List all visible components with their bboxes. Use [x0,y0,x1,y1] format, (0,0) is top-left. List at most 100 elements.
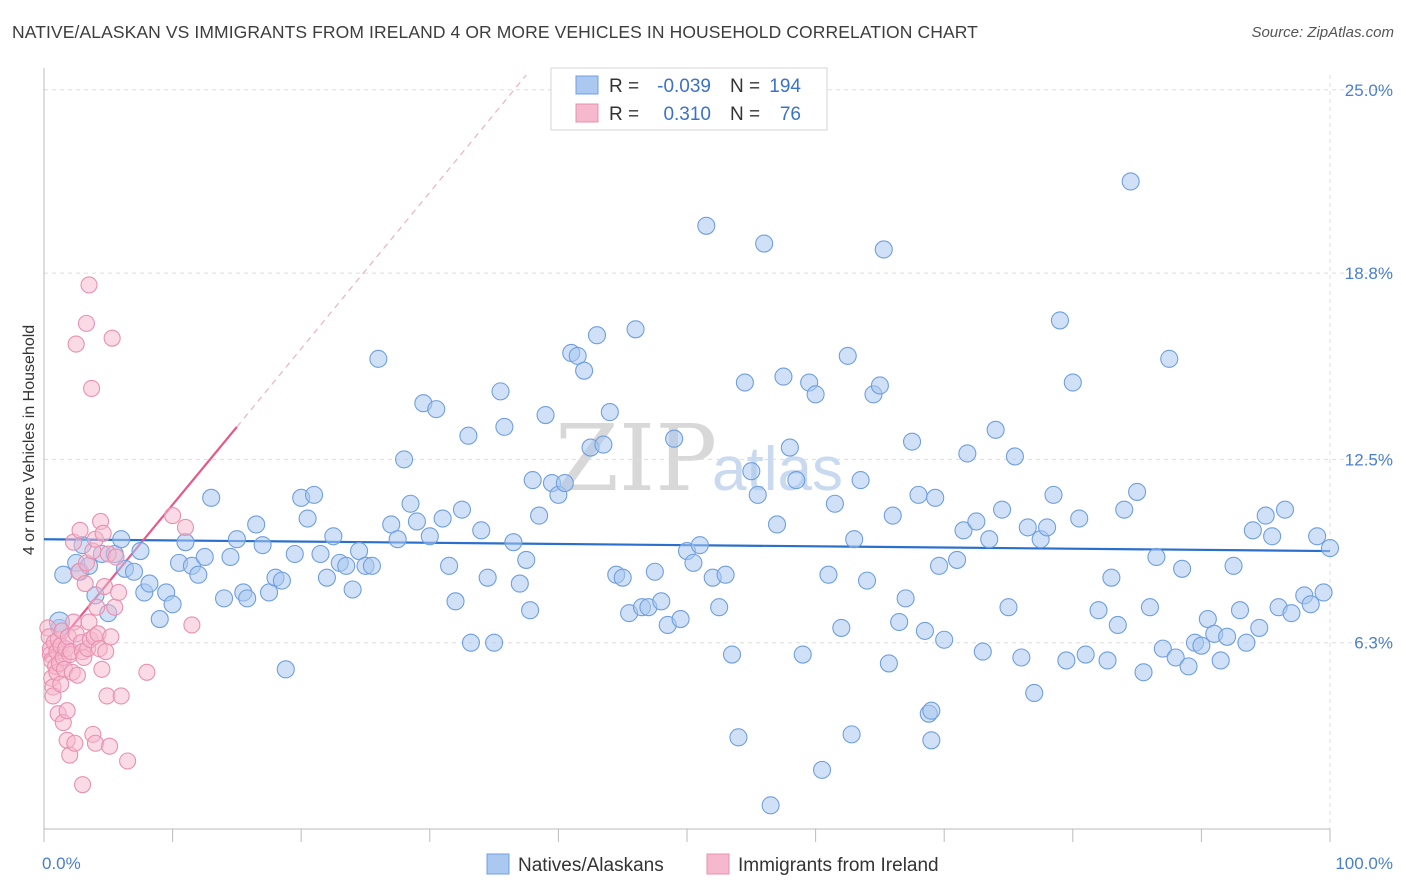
data-point-natives [1070,509,1089,528]
legend-bottom: Natives/Alaskans Immigrants from Ireland [486,853,939,876]
data-point-ireland [176,518,195,536]
data-point-natives [761,796,780,815]
data-point-natives [645,562,664,581]
data-point-natives [575,361,594,380]
data-point-natives [176,533,195,552]
data-point-natives [1314,583,1333,602]
data-point-natives [1250,618,1269,637]
data-point-natives [600,403,619,422]
data-point-natives [665,429,684,448]
data-point-ireland [76,575,94,593]
data-point-natives [948,550,967,569]
data-point-natives [491,382,510,401]
data-point-natives [902,432,922,451]
data-point-natives [1012,648,1031,667]
data-point-natives [1121,172,1140,191]
data-point-natives [999,598,1018,617]
data-point-natives [652,592,671,611]
data-point-natives [238,589,257,608]
data-point-ireland [80,276,98,294]
legend-bottom-swatch-pink [706,853,730,875]
legend-bottom-ireland: Immigrants from Ireland [738,855,939,876]
data-point-natives [896,589,915,608]
data-point-natives [909,485,928,504]
data-point-natives [523,471,542,490]
data-point-natives [54,565,73,584]
data-point-natives [812,760,832,779]
data-point-ireland [103,329,121,347]
data-point-ireland [86,734,104,752]
data-point-natives [774,367,793,386]
data-point-natives [787,471,806,490]
data-point-natives [735,373,754,392]
data-point-natives [838,346,857,365]
data-point-natives [1089,601,1108,620]
data-point-natives [1308,527,1327,546]
data-point-natives [1230,601,1250,620]
legend-r-value: -0.039 [657,76,711,97]
data-point-natives [163,595,182,614]
watermark-atlas: atlas [712,435,843,504]
data-point-natives [874,240,893,259]
data-point-ireland [67,335,85,353]
data-point-natives [1098,651,1117,670]
data-point-natives [879,654,898,673]
data-point-natives [1211,651,1230,670]
data-point-natives [446,592,465,611]
data-point-natives [395,450,414,469]
data-point-ireland [183,616,201,634]
legend-swatch-blue [575,75,599,95]
data-point-natives [1140,598,1160,617]
data-point-natives [1044,485,1063,504]
data-point-natives [1160,349,1179,368]
data-point-ireland [107,548,125,566]
data-point-natives [967,512,986,531]
data-point-ireland [44,687,62,705]
data-point-natives [697,216,716,235]
data-point-natives [131,542,150,561]
data-point-natives [495,417,514,436]
data-point-natives [407,512,426,531]
data-point-natives [1102,568,1121,587]
data-point-natives [710,598,729,617]
data-point-natives [1237,633,1256,652]
data-point-natives [140,574,159,593]
data-point-natives [517,550,536,569]
x-tick-label: 100.0% [1335,854,1393,873]
legend-swatch-pink [575,103,599,123]
data-point-natives [420,527,439,546]
data-point-natives [1025,683,1044,703]
chart-title: NATIVE/ALASKAN VS IMMIGRANTS FROM IRELAN… [12,22,978,42]
axes [43,68,1331,842]
trend-lines [43,74,1331,662]
data-point-natives [112,530,131,549]
data-point-natives [1050,311,1069,330]
legend-n-value: 76 [780,104,801,125]
data-point-natives [150,610,169,629]
data-point-ireland [71,521,89,539]
data-point-natives [883,506,902,525]
data-point-natives [461,633,481,652]
data-point-natives [440,556,459,575]
data-point-natives [388,530,407,549]
data-point-ireland [74,776,92,794]
data-point-ireland [102,628,120,646]
trend-line-ireland-extended [236,74,527,428]
data-point-natives [324,527,343,546]
data-point-natives [1038,518,1057,537]
data-point-natives [305,485,324,504]
data-point-natives [311,544,330,564]
data-point-ireland [95,577,113,596]
data-point-natives [530,506,549,525]
watermark-zip: ZIP [555,405,717,512]
data-point-natives [922,701,941,720]
data-point-natives [337,556,356,575]
data-point-natives [1166,648,1185,667]
data-point-natives [433,509,452,528]
data-point-natives [842,725,861,744]
data-point-natives [298,509,317,528]
x-tick-label: 0.0% [42,854,81,873]
data-point-ireland [106,598,124,616]
data-point-natives [1147,547,1166,567]
data-point-natives [825,494,844,513]
